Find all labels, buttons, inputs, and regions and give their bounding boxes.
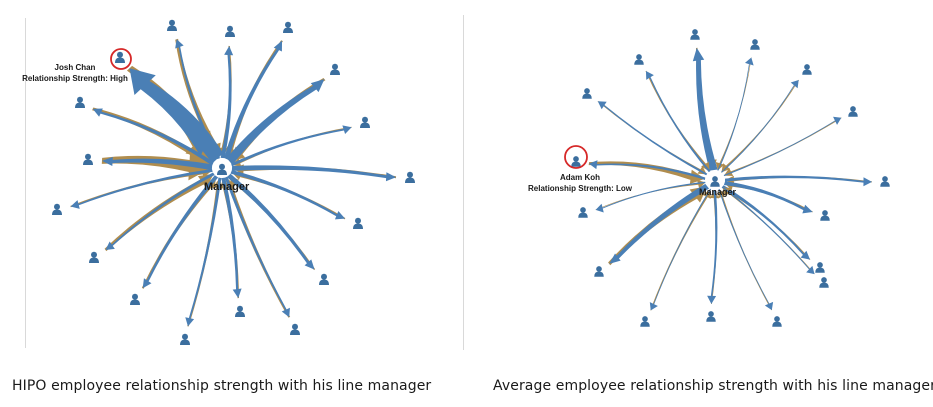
manager-label-left: Manager: [204, 181, 250, 193]
out-arrow-left-9: [70, 169, 213, 209]
in-arrow-left-2: [226, 40, 283, 159]
josh-chan-highlight-ring: [110, 48, 132, 70]
employee-icon-right-6: [571, 156, 581, 167]
employee-icon-right-14: [772, 316, 782, 327]
out-arrow-left-10: [230, 169, 346, 220]
employee-icon-left-15: [290, 323, 300, 335]
out-arrow-right-12: [649, 188, 712, 311]
employee-icon-right-13: [706, 311, 716, 322]
out-arrow-right-15: [721, 186, 815, 275]
in-arrow-left-6: [231, 126, 352, 167]
employee-icon-left-8: [405, 171, 415, 183]
average-caption: Average employee relationship strength w…: [493, 378, 933, 394]
out-arrow-left-1: [220, 45, 234, 159]
employee-icon-left-4: [330, 63, 340, 75]
adam-koh-strength-prefix: Relationship Strength:: [528, 184, 616, 193]
josh-chan-label: Josh Chan Relationship Strength: High: [5, 62, 145, 84]
out-arrow-left-15: [224, 176, 290, 318]
out-arrow-right-4: [597, 101, 708, 176]
adam-koh-strength-value: Low: [616, 184, 632, 193]
average-network-panel: Adam Koh Relationship Strength: Low Mana…: [465, 0, 933, 407]
out-arrow-right-13: [707, 189, 718, 305]
in-arrow-left-9: [70, 168, 213, 208]
employee-icon-right-3: [802, 64, 812, 75]
manager-icon-right: [710, 176, 720, 187]
employee-icon-right-10: [594, 266, 604, 277]
out-arrow-left-16: [185, 177, 222, 327]
out-arrow-left-5: [92, 108, 214, 166]
adam-koh-name: Adam Koh: [560, 173, 600, 182]
employee-icon-right-2: [634, 54, 644, 65]
employee-icon-left-13: [130, 293, 140, 305]
hipo-network-panel: Josh Chan Relationship Strength: High Ma…: [0, 0, 465, 407]
out-arrow-right-10: [609, 183, 710, 264]
out-arrow-left-8: [231, 165, 397, 182]
employee-icon-left-2: [283, 21, 293, 33]
out-arrow-left-7: [101, 156, 213, 171]
employee-icon-left-7: [83, 153, 93, 165]
employee-icon-left-1: [225, 25, 235, 37]
in-arrow-right-1: [715, 57, 752, 171]
adam-koh-label: Adam Koh Relationship Strength: Low: [525, 172, 635, 194]
in-arrow-right-2: [645, 70, 710, 172]
in-arrow-left-11: [104, 173, 214, 252]
employee-icon-right-11: [815, 262, 825, 273]
employee-icon-right-15: [819, 277, 829, 288]
employee-icon-right-1: [750, 39, 760, 50]
employee-icon-left-12: [319, 273, 329, 285]
out-arrow-left-11: [105, 172, 215, 250]
out-arrow-right-5: [723, 116, 842, 177]
employee-icon-left-5: [75, 96, 85, 108]
out-arrow-left-2: [224, 40, 283, 161]
employee-icon-right-7: [880, 176, 890, 187]
out-arrow-left-4: [226, 79, 325, 165]
in-arrow-right-5: [723, 117, 842, 177]
in-arrow-right-13: [709, 189, 719, 305]
center-divider: [463, 15, 464, 350]
in-arrow-left-4: [229, 78, 326, 162]
employee-icon-right-4: [582, 88, 592, 99]
employee-icon-left-3: [115, 51, 125, 63]
in-arrow-right-12: [650, 188, 711, 311]
employee-icon-left-10: [353, 217, 363, 229]
employee-icon-right-0: [690, 29, 700, 40]
in-arrow-right-4: [597, 100, 707, 175]
employee-icon-right-8: [578, 207, 588, 218]
out-arrow-left-3: [129, 68, 224, 169]
employee-icon-left-6: [360, 116, 370, 128]
out-arrow-right-3: [720, 79, 799, 173]
out-arrow-right-0: [692, 47, 718, 171]
average-network-diagram: [564, 29, 890, 327]
in-arrow-right-10: [608, 186, 708, 266]
employee-icon-left-14: [235, 305, 245, 317]
manager-label-right: Manager: [699, 187, 737, 197]
out-arrow-left-13: [142, 175, 219, 289]
hipo-network-diagram: [52, 19, 415, 345]
out-arrow-left-14: [221, 177, 242, 299]
out-arrow-right-9: [723, 181, 813, 214]
in-arrow-right-14: [718, 189, 773, 311]
josh-chan-strength: Relationship Strength: High: [22, 74, 128, 83]
employee-icon-left-0: [167, 19, 177, 31]
in-arrow-right-3: [721, 79, 799, 173]
out-arrow-left-0: [175, 39, 221, 160]
employee-icon-left-11: [89, 251, 99, 263]
adam-koh-highlight-ring: [564, 145, 588, 169]
hipo-caption: HIPO employee relationship strength with…: [12, 378, 432, 394]
employee-icon-left-9: [52, 203, 62, 215]
out-arrow-right-7: [724, 175, 873, 187]
employee-icon-left-16: [180, 333, 190, 345]
manager-icon-left: [217, 163, 227, 175]
employee-icon-right-12: [640, 316, 650, 327]
employee-icon-right-9: [820, 210, 830, 221]
left-divider: [25, 18, 26, 348]
out-arrow-left-12: [226, 173, 315, 270]
josh-chan-name: Josh Chan: [54, 63, 96, 72]
in-arrow-left-7: [101, 151, 213, 181]
in-arrow-right-15: [722, 186, 815, 275]
employee-icon-right-5: [848, 106, 858, 117]
